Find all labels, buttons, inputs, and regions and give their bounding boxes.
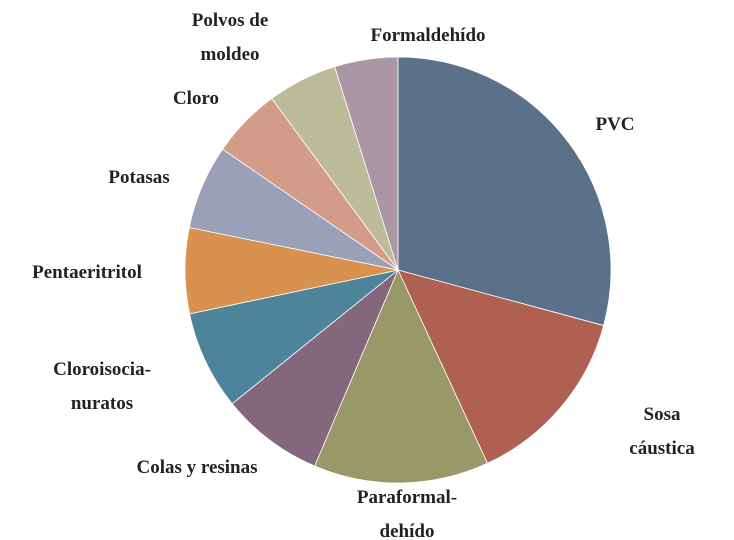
pie-slice [397,56,612,327]
pie-slice [231,269,399,467]
slice-label: Sosa cáustica [629,404,695,459]
slice-label: Formaldehído [370,25,486,46]
slice-label: Pentaeritritol [32,262,142,283]
pie-slice [314,269,489,484]
slice-label: Cloro [172,88,220,109]
pie-slice [397,269,605,464]
slice-label: Cloroisocia- nuratos [53,359,151,414]
pie-slice [189,269,399,405]
slice-label: Polvos de moldeo [191,10,269,65]
slice-label: Paraformal- dehído [356,487,458,540]
pie-slice [334,56,399,271]
slice-label: Potasas [108,167,170,188]
slice-label: Colas y resinas [136,457,258,478]
slice-label: PVC [595,114,635,135]
